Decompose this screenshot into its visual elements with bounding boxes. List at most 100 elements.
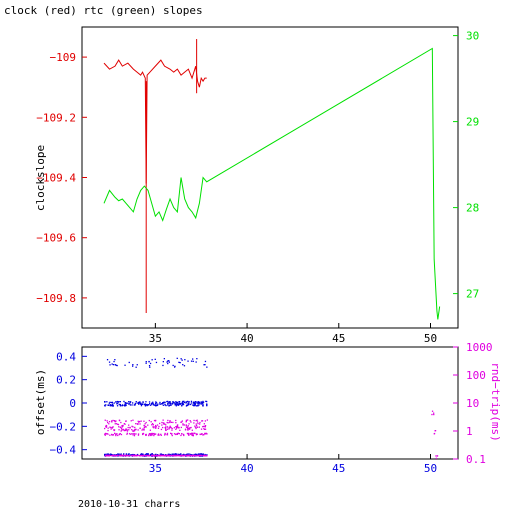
offset-band0-point	[110, 404, 112, 406]
rndtrip-band2-point	[150, 434, 152, 437]
rndtrip-band2-point	[112, 434, 115, 436]
offset-band0-point	[195, 405, 197, 407]
rndtrip-band2-point	[170, 432, 172, 434]
rndtrip-band0-point	[166, 421, 168, 424]
rndtrip-band0-point	[124, 423, 126, 425]
rndtrip-band1-point	[198, 426, 200, 428]
rndtrip-band2-point	[196, 433, 198, 435]
rndtrip-band2-point	[104, 434, 106, 436]
offset-band0-point	[169, 402, 171, 404]
offset-band0-point	[122, 404, 124, 407]
rndtrip-band3-point	[165, 454, 167, 457]
rndtrip-band0-point	[194, 426, 197, 428]
rndtrip-band0-point	[188, 423, 190, 425]
offset-band2-point	[194, 453, 196, 456]
offset-band0-point	[198, 403, 200, 405]
offset-band0-point	[156, 404, 158, 407]
rndtrip-band3-point	[124, 454, 126, 457]
offset-band0-point	[175, 405, 177, 407]
offset-band2-point	[177, 453, 179, 455]
rndtrip-band3-point	[128, 455, 130, 457]
rndtrip-band0-point	[128, 424, 130, 426]
rndtrip-band0-point	[106, 420, 108, 422]
offset-band2-point	[204, 453, 206, 456]
rndtrip-band3-point	[146, 455, 148, 457]
offset-band2-point	[133, 454, 136, 456]
rndtrip-band2-point	[115, 434, 117, 436]
offset-band0-point	[198, 401, 200, 403]
top-x-tick-label-40: 40	[240, 332, 253, 345]
offset-band1-point	[115, 364, 117, 366]
rndtrip-band0-point	[169, 421, 171, 424]
rndtrip-band0-point	[189, 420, 191, 422]
offset-band2-point	[188, 453, 190, 455]
offset-band0-point	[188, 403, 190, 405]
rndtrip-band3-point	[132, 454, 134, 457]
bottom-x-tick-label-35: 35	[149, 462, 162, 475]
rndtrip-band2-point	[133, 435, 136, 437]
offset-band0-point	[176, 401, 178, 403]
rndtrip-band1-point	[133, 429, 136, 431]
rndtrip-band3-point	[177, 454, 179, 457]
rndtrip-band2-point	[131, 433, 133, 435]
rndtrip-band3-point	[124, 455, 127, 457]
offset-band1-point	[196, 358, 198, 360]
offset-band0-point	[119, 401, 121, 403]
rndtrip-band1-point	[176, 427, 178, 429]
offset-band0-point	[144, 404, 147, 406]
rndtrip-band0-point	[195, 420, 197, 422]
offset-band1-point	[109, 364, 111, 366]
rndtrip-band3-point	[182, 454, 184, 457]
rndtrip-band1-point	[131, 425, 133, 427]
rndtrip-band3-point	[185, 454, 188, 457]
rndtrip-band1-point	[111, 427, 113, 429]
rndtrip-band1-point	[153, 427, 155, 429]
rndtrip-band1-point	[149, 429, 151, 431]
rndtrip-band0-point	[195, 424, 198, 427]
offset-band1-point	[167, 362, 169, 365]
rndtrip-band0-point	[105, 424, 108, 427]
rndtrip-band3-point	[119, 454, 121, 457]
offset-band0-point	[129, 404, 132, 406]
offset-band0-point	[162, 404, 164, 406]
offset-band0-point	[165, 404, 167, 407]
offset-band0-point	[206, 404, 208, 406]
offset-band0-point	[188, 401, 190, 403]
rndtrip-band0-point	[161, 424, 163, 426]
offset-band0-point	[172, 401, 174, 403]
offset-band0-point	[190, 403, 192, 406]
offset-band1-point	[172, 364, 174, 367]
rndtrip-late-point-2	[435, 455, 437, 457]
rndtrip-band0-point	[111, 421, 113, 423]
rndtrip-band2-point	[151, 432, 153, 435]
offset-band2-point	[120, 453, 122, 456]
offset-band0-point	[142, 403, 144, 406]
offset-band0-point	[151, 403, 153, 405]
rndtrip-band2-point	[107, 433, 109, 435]
rndtrip-band3-point	[136, 454, 138, 457]
offset-band0-point	[202, 405, 204, 407]
rndtrip-band1-point	[118, 429, 120, 431]
rndtrip-band2-point	[173, 433, 176, 435]
offset-band0-point	[109, 401, 111, 403]
rndtrip-band2-point	[153, 434, 155, 437]
offset-band0-point	[167, 402, 169, 405]
offset-band0-point	[152, 401, 154, 403]
offset-band1-point	[132, 365, 134, 367]
rndtrip-band1-point	[118, 426, 120, 428]
offset-band0-point	[202, 400, 204, 403]
rndtrip-band3-point	[134, 454, 136, 457]
rndtrip-band1-point	[107, 429, 109, 432]
top-left-tick-label-4: −109.8	[36, 292, 76, 305]
rndtrip-band0-point	[187, 419, 189, 421]
rndtrip-band2-point	[178, 433, 180, 435]
rndtrip-band1-point	[169, 426, 172, 428]
rndtrip-band1-point	[169, 425, 171, 427]
offset-band2-point	[186, 454, 188, 456]
offset-band2-point	[142, 453, 144, 455]
rndtrip-band1-point	[168, 427, 170, 429]
offset-band2-point	[125, 453, 127, 455]
rndtrip-band3-point	[180, 454, 182, 457]
offset-band2-point	[128, 453, 130, 455]
rndtrip-band0-point	[195, 423, 197, 425]
